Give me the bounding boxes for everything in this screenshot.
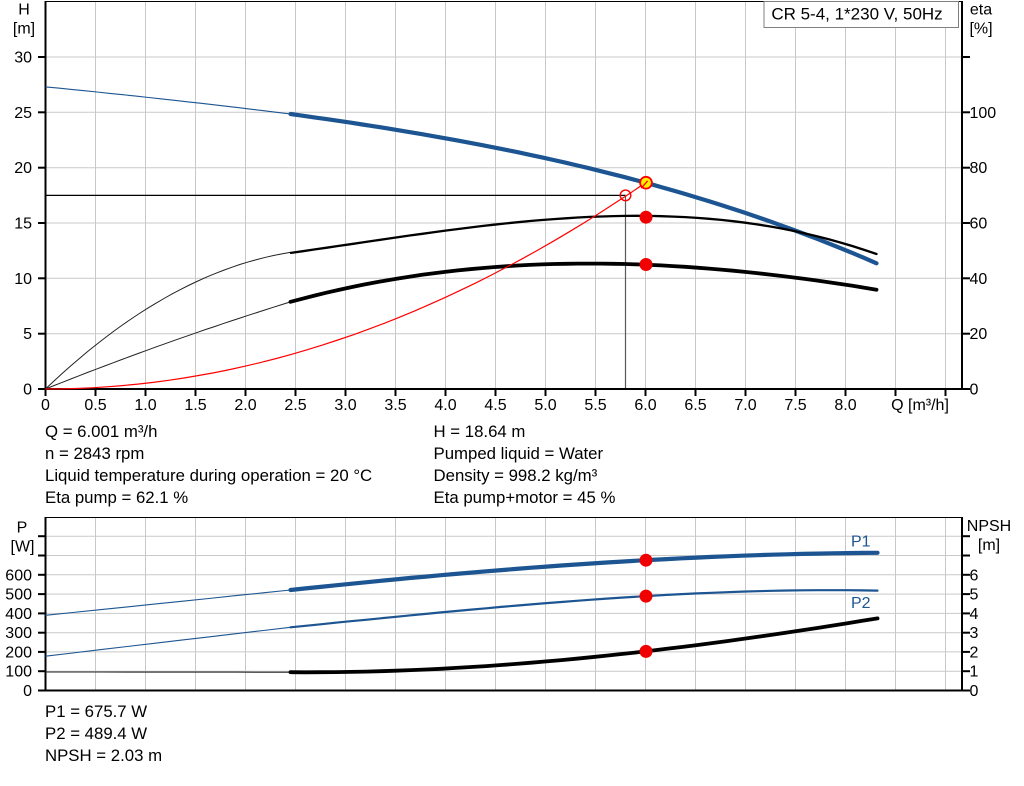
svg-text:60: 60 (970, 216, 988, 233)
svg-text:6: 6 (970, 567, 979, 584)
svg-text:Q = 6.001 m³/h: Q = 6.001 m³/h (45, 422, 157, 441)
svg-text:300: 300 (5, 625, 32, 642)
svg-text:Liquid temperature during oper: Liquid temperature during operation = 20… (45, 466, 372, 485)
svg-text:NPSH = 2.03 m: NPSH = 2.03 m (45, 746, 162, 765)
svg-text:0: 0 (970, 382, 979, 399)
svg-text:200: 200 (5, 644, 32, 661)
svg-text:25: 25 (14, 105, 32, 122)
svg-text:5: 5 (970, 587, 979, 604)
svg-text:1.5: 1.5 (184, 397, 206, 414)
svg-text:3.0: 3.0 (334, 397, 356, 414)
svg-text:5: 5 (23, 326, 32, 343)
svg-text:P: P (17, 520, 28, 537)
svg-text:0: 0 (23, 683, 32, 700)
svg-text:2: 2 (970, 644, 979, 661)
svg-text:4.0: 4.0 (434, 397, 456, 414)
svg-text:0.5: 0.5 (84, 397, 106, 414)
svg-text:eta: eta (970, 2, 992, 19)
svg-text:1: 1 (970, 664, 979, 681)
svg-text:n = 2843 rpm: n = 2843 rpm (45, 444, 144, 463)
svg-text:Eta pump = 62.1 %: Eta pump = 62.1 % (45, 488, 188, 507)
svg-text:CR 5-4, 1*230 V, 50Hz: CR 5-4, 1*230 V, 50Hz (771, 5, 942, 24)
svg-text:40: 40 (970, 271, 988, 288)
svg-text:H = 18.64 m: H = 18.64 m (434, 422, 526, 441)
svg-text:7.0: 7.0 (734, 397, 756, 414)
svg-text:8.0: 8.0 (834, 397, 856, 414)
svg-text:400: 400 (5, 606, 32, 623)
svg-text:P1: P1 (851, 534, 871, 551)
svg-text:Q [m³/h]: Q [m³/h] (891, 397, 949, 414)
svg-text:100: 100 (970, 105, 997, 122)
svg-text:6.5: 6.5 (684, 397, 706, 414)
svg-text:3.5: 3.5 (384, 397, 406, 414)
svg-text:5.5: 5.5 (584, 397, 606, 414)
svg-text:2.0: 2.0 (234, 397, 256, 414)
svg-text:80: 80 (970, 160, 988, 177)
svg-text:600: 600 (5, 567, 32, 584)
svg-text:2.5: 2.5 (284, 397, 306, 414)
svg-text:20: 20 (970, 326, 988, 343)
svg-text:0: 0 (41, 397, 50, 414)
svg-text:[m]: [m] (978, 537, 1000, 554)
svg-text:30: 30 (14, 50, 32, 67)
svg-text:10: 10 (14, 271, 32, 288)
svg-text:P2 = 489.4 W: P2 = 489.4 W (45, 724, 147, 743)
svg-text:1.0: 1.0 (134, 397, 156, 414)
svg-text:500: 500 (5, 587, 32, 604)
svg-text:0: 0 (970, 683, 979, 700)
svg-text:5.0: 5.0 (534, 397, 556, 414)
svg-text:P1 = 675.7 W: P1 = 675.7 W (45, 702, 147, 721)
svg-text:Pumped liquid = Water: Pumped liquid = Water (434, 444, 604, 463)
svg-text:20: 20 (14, 160, 32, 177)
svg-text:0: 0 (23, 382, 32, 399)
svg-text:4.5: 4.5 (484, 397, 506, 414)
svg-text:4: 4 (970, 606, 979, 623)
svg-text:[%]: [%] (969, 21, 992, 38)
svg-text:NPSH: NPSH (967, 518, 1011, 535)
svg-text:Density = 998.2 kg/m³: Density = 998.2 kg/m³ (434, 466, 598, 485)
svg-text:7.5: 7.5 (784, 397, 806, 414)
svg-text:H: H (18, 2, 30, 19)
svg-text:Eta pump+motor = 45 %: Eta pump+motor = 45 % (434, 488, 616, 507)
svg-text:15: 15 (14, 216, 32, 233)
svg-text:[m]: [m] (13, 21, 35, 38)
svg-text:[W]: [W] (11, 539, 35, 556)
svg-text:P2: P2 (851, 595, 871, 612)
svg-text:6.0: 6.0 (634, 397, 656, 414)
svg-text:3: 3 (970, 625, 979, 642)
svg-text:100: 100 (5, 664, 32, 681)
